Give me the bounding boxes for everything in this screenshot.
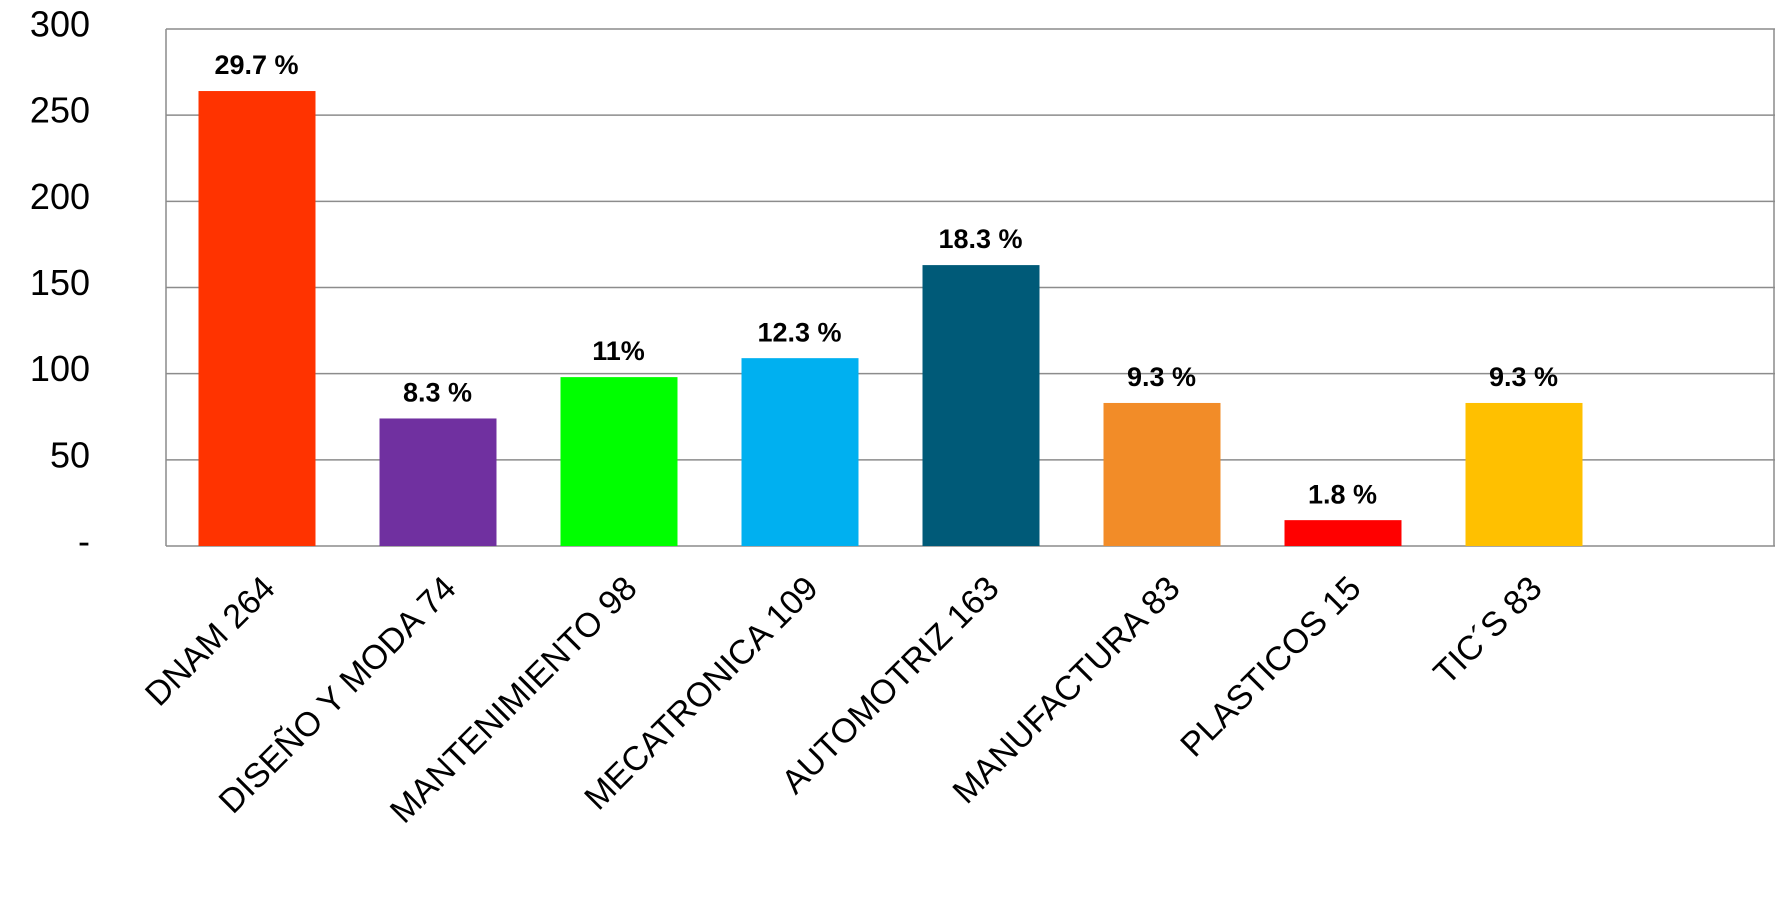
bar bbox=[379, 418, 497, 546]
value-label: 29.7 % bbox=[214, 50, 298, 80]
y-tick-label: - bbox=[78, 521, 90, 562]
x-tick-label: DNAM 264 bbox=[138, 569, 282, 713]
y-tick-label: 200 bbox=[30, 176, 90, 217]
bar bbox=[198, 91, 316, 546]
bar bbox=[1103, 402, 1221, 546]
value-label: 9.3 % bbox=[1489, 362, 1558, 392]
value-label: 1.8 % bbox=[1308, 479, 1377, 509]
bar bbox=[1284, 520, 1402, 546]
x-tick-label: TIC´S 83 bbox=[1426, 569, 1549, 692]
y-tick-label: 250 bbox=[30, 90, 90, 131]
bar bbox=[1465, 402, 1583, 546]
bar bbox=[741, 358, 859, 546]
bar bbox=[560, 377, 678, 546]
value-label: 12.3 % bbox=[757, 317, 841, 347]
y-tick-label: 50 bbox=[50, 434, 90, 475]
value-label: 8.3 % bbox=[403, 378, 472, 408]
y-tick-label: 150 bbox=[30, 262, 90, 303]
x-tick-label: PLASTICOS 15 bbox=[1173, 569, 1368, 764]
y-tick-label: 300 bbox=[30, 4, 90, 45]
bar bbox=[922, 265, 1040, 546]
y-tick-label: 100 bbox=[30, 348, 90, 389]
value-label: 9.3 % bbox=[1127, 362, 1196, 392]
value-label: 11% bbox=[592, 336, 645, 366]
value-label: 18.3 % bbox=[938, 224, 1022, 254]
